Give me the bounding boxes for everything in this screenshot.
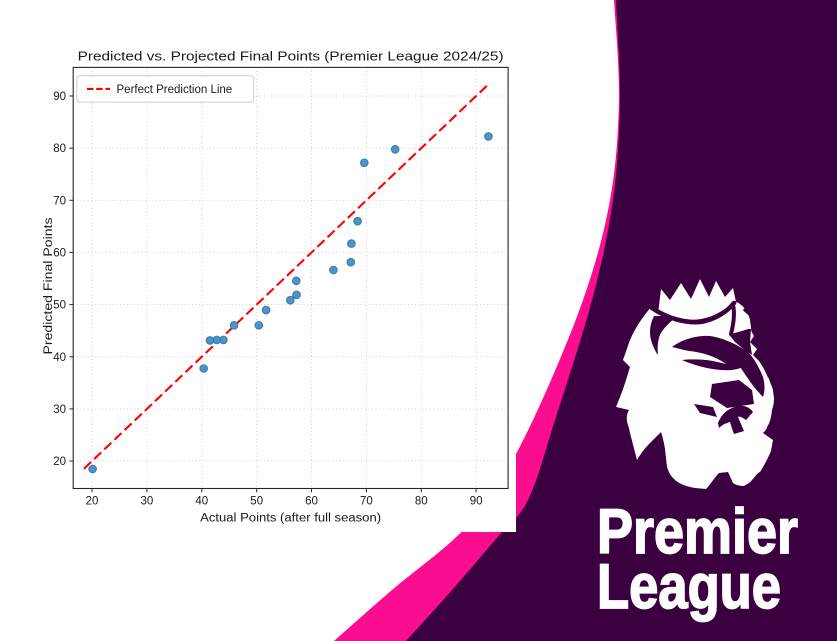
svg-text:40: 40	[53, 352, 66, 364]
svg-text:Predicted Final Points: Predicted Final Points	[43, 217, 55, 354]
svg-text:80: 80	[415, 496, 428, 508]
svg-text:20: 20	[53, 456, 66, 468]
svg-text:Actual Points (after full seas: Actual Points (after full season)	[200, 513, 381, 525]
svg-text:50: 50	[250, 496, 263, 508]
svg-text:80: 80	[53, 143, 66, 155]
svg-text:50: 50	[53, 300, 66, 312]
svg-text:30: 30	[141, 496, 154, 508]
svg-text:Predicted vs. Projected Final: Predicted vs. Projected Final Points (Pr…	[78, 49, 504, 64]
svg-text:70: 70	[360, 496, 373, 508]
svg-text:Premier: Premier	[597, 497, 798, 567]
svg-text:70: 70	[53, 195, 66, 207]
svg-text:60: 60	[305, 496, 318, 508]
svg-text:20: 20	[86, 496, 99, 508]
svg-text:League: League	[597, 552, 781, 622]
svg-text:30: 30	[53, 404, 66, 416]
svg-text:90: 90	[53, 91, 66, 103]
svg-text:60: 60	[53, 248, 66, 260]
svg-text:40: 40	[195, 496, 208, 508]
svg-text:Perfect Prediction Line: Perfect Prediction Line	[117, 84, 233, 96]
svg-text:90: 90	[470, 496, 483, 508]
